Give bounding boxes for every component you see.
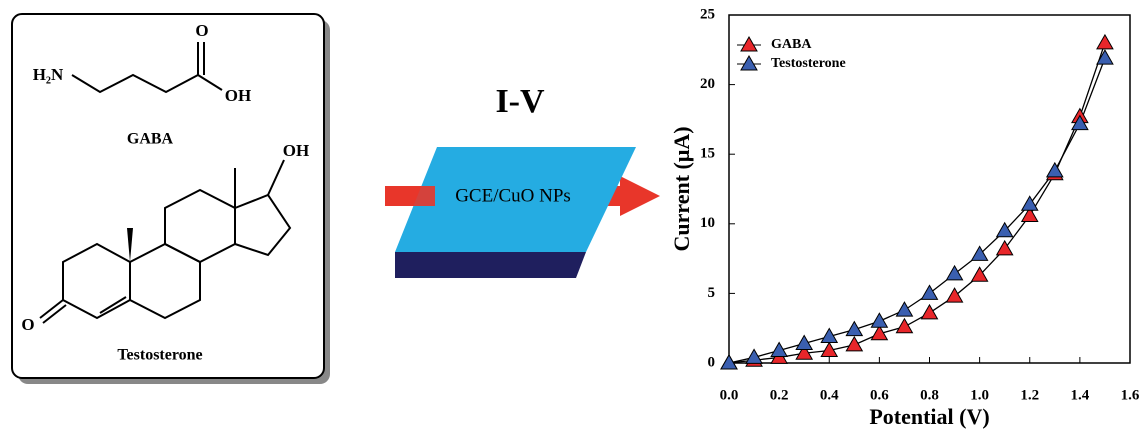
methyl-wedge [127, 228, 133, 262]
electrode-label: GCE/CuO NPs [455, 185, 571, 206]
y-tick-label: 15 [700, 146, 715, 162]
data-point [920, 303, 939, 320]
gaba-label: GABA [127, 131, 174, 148]
testosterone-label: Testosterone [117, 347, 202, 364]
molecule-box [11, 13, 325, 379]
y-tick-label: 0 [708, 354, 716, 370]
data-point [1071, 114, 1089, 131]
data-point [945, 264, 964, 281]
data-point [770, 341, 788, 357]
legend-label: GABA [771, 37, 812, 52]
arrow-head [620, 176, 660, 216]
gaba-structure [71, 42, 223, 94]
data-point [1020, 206, 1039, 222]
testosterone-hydroxyl: OH [283, 141, 309, 160]
data-point [970, 266, 989, 282]
electrode [395, 147, 636, 252]
data-point [945, 287, 964, 303]
data-point [795, 334, 814, 351]
testosterone-structure [39, 159, 292, 324]
data-point [1096, 49, 1114, 65]
data-point [845, 335, 864, 352]
x-tick-label: 1.0 [970, 387, 989, 403]
y-tick-label: 20 [700, 76, 715, 92]
data-point [845, 320, 864, 337]
data-point [1096, 33, 1114, 50]
legend-marker [740, 54, 758, 71]
testosterone-ketone: O [21, 315, 34, 334]
data-point [745, 348, 763, 364]
data-point [870, 324, 889, 341]
series-line [728, 42, 1106, 364]
y-tick-label: 10 [700, 215, 715, 231]
y-axis-label: Current (μA) [669, 126, 694, 251]
x-axis-label: Potential (V) [869, 404, 989, 429]
data-point [1020, 195, 1039, 211]
x-tick-label: 1.6 [1121, 387, 1140, 403]
method-label: I-V [495, 83, 545, 120]
data-point [820, 327, 839, 344]
gaba-hydroxyl: OH [225, 86, 251, 105]
x-tick-label: 1.4 [1071, 387, 1090, 403]
data-point [820, 341, 839, 357]
data-point [995, 221, 1014, 238]
data-point [920, 284, 939, 300]
data-point [870, 312, 889, 328]
x-tick-label: 0.2 [770, 387, 789, 403]
gaba-carbonyl: O [195, 21, 208, 40]
series-line [728, 57, 1106, 364]
legend-label: Testosterone [771, 56, 846, 71]
x-tick-label: 0.4 [820, 387, 839, 403]
arrow-tail [385, 186, 435, 206]
data-point [970, 245, 989, 261]
data-point [795, 344, 814, 360]
legend-marker [740, 35, 758, 52]
electrode-base [395, 252, 586, 278]
y-tick-label: 5 [708, 285, 716, 301]
y-tick-label: 25 [700, 6, 715, 22]
x-tick-label: 0.0 [720, 387, 739, 403]
x-tick-label: 0.6 [870, 387, 889, 403]
data-point [1045, 161, 1064, 178]
x-tick-label: 0.8 [920, 387, 939, 403]
gaba-amine: H₂N [33, 65, 64, 84]
data-point [895, 317, 914, 334]
data-point [720, 353, 738, 370]
data-point [895, 301, 914, 317]
x-tick-label: 1.2 [1020, 387, 1039, 403]
data-point [995, 239, 1014, 256]
